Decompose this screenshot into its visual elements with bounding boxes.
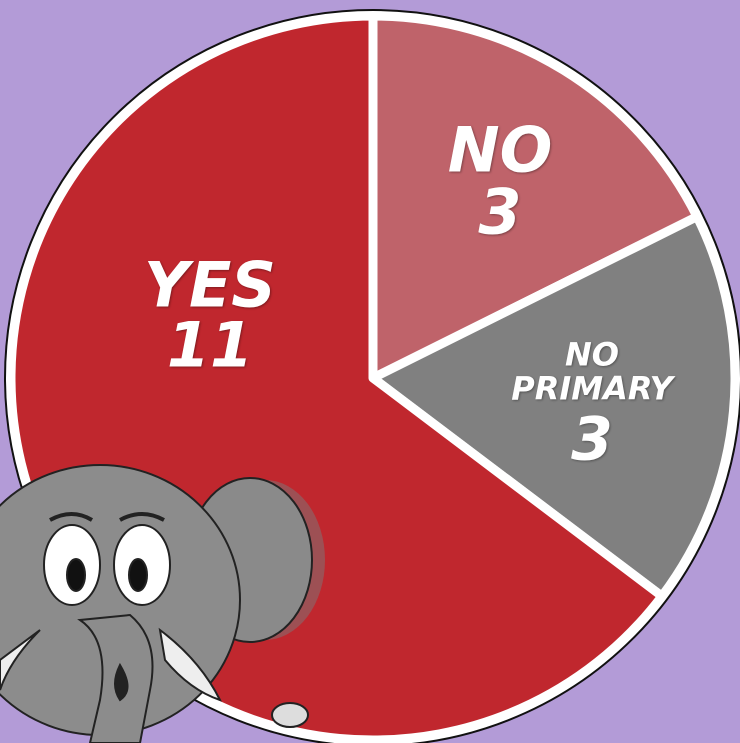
- slice-value: 11: [167, 312, 253, 377]
- slice-value: 3: [571, 409, 613, 472]
- page: NO3NO PRIMARY3YES11 (() => { const data …: [0, 0, 740, 743]
- slice-label: NO PRIMARY: [502, 338, 682, 405]
- slice-value: 3: [478, 179, 521, 244]
- slice-label: NO: [390, 117, 610, 182]
